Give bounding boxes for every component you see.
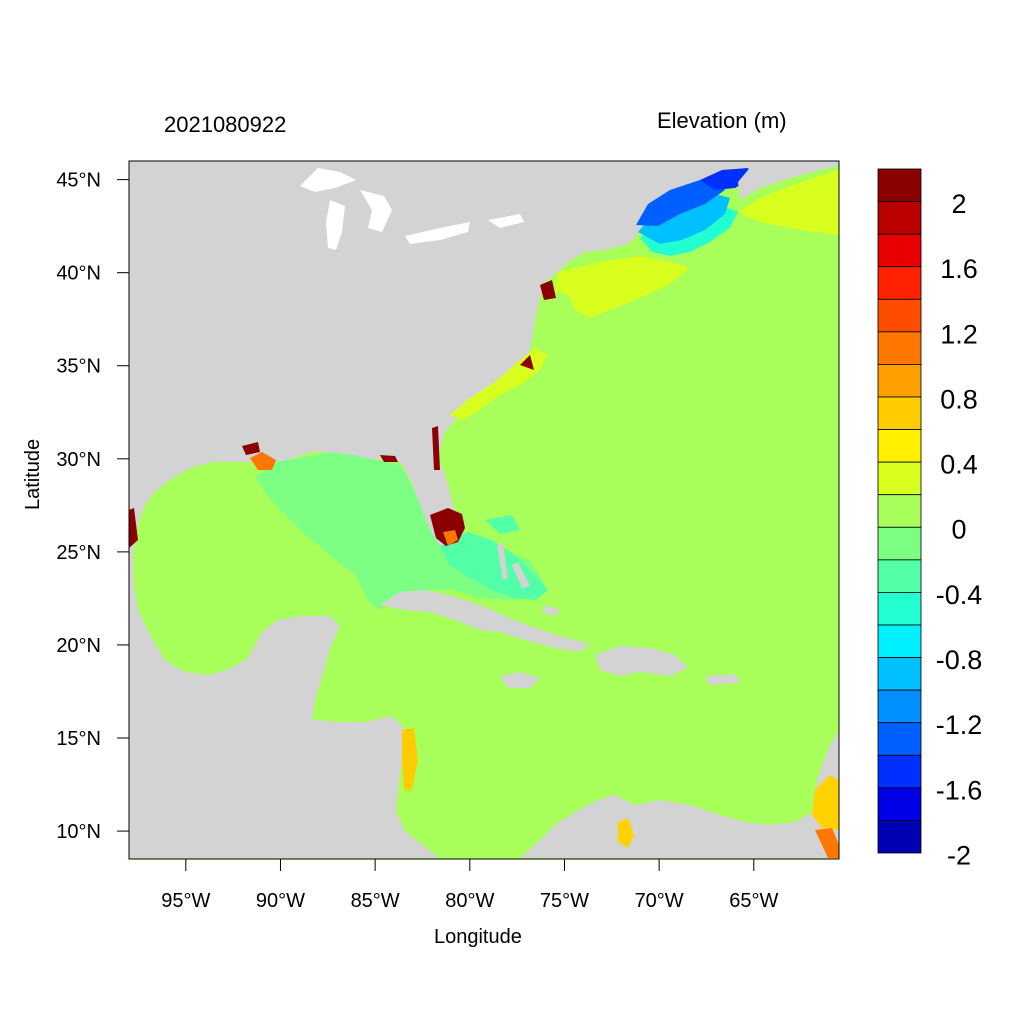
florida-surge-orange [443,530,458,546]
lon-tick-label: 95°W [161,890,210,912]
northeast-negative-surge-mid [638,192,730,244]
colorbar-label: -1.2 [936,710,983,740]
colorbar-label: 0.8 [940,384,978,414]
colorbar-segment [877,592,922,626]
lon-tick-label: 75°W [540,890,589,912]
land-nova-scotia [738,161,839,200]
land-hispaniola [595,646,688,676]
lon-tick-label: 85°W [351,890,400,912]
colorbar-segment [877,168,922,202]
colorbar-label: -0.4 [936,580,983,610]
lat-tick-label: 15°N [56,728,101,750]
colorbar: 2 1.6 1.2 0.8 0.4 0 -0.4 -0.8 -1.2 -1.6 -2 [877,168,983,870]
colorbar-segment [877,331,922,365]
colorbar-label: 0.4 [940,450,978,480]
land-south-america [520,730,839,858]
lat-tick-label: 30°N [56,449,101,471]
colorbar-label: 1.6 [940,254,978,284]
land-puerto-rico [705,674,740,685]
colorbar-segment [877,266,922,300]
colorbar-segment [877,396,922,430]
lon-tick-label: 65°W [729,890,778,912]
lon-tick-label: 90°W [256,890,305,912]
colorbar-segment [877,689,922,724]
colorbar-segment [877,820,922,854]
lon-tick-label: 70°W [635,890,684,912]
map-frame [128,160,840,860]
colorbar-segment [877,624,922,658]
colorbar-segment [877,233,922,268]
northeast-negative-surge-core [636,176,725,226]
colorbar-segment [877,754,922,789]
scotian-shelf-positive [738,170,839,235]
colorbar-segment [877,494,922,528]
colorbar-label: -0.8 [936,645,983,675]
land-cuba [380,590,590,652]
louisiana-surge [250,452,276,470]
lat-tick-label: 45°N [56,170,101,192]
map-area [129,161,839,859]
colorbar-label: 1.2 [940,319,978,349]
longitude-ticks: 95°W 90°W 85°W 80°W 75°W 70°W 65°W [161,859,778,912]
colorbar-label: 2 [951,189,966,219]
great-lakes [300,168,524,250]
lon-tick-label: 80°W [445,890,494,912]
central-america-positive [402,728,418,790]
colorbar-segment [877,787,922,821]
land-bahamas [497,543,560,616]
colorbar-segment [877,429,922,463]
colorbar-label: -2 [947,840,971,870]
colorbar-segment [877,559,922,593]
colorbar-segment [877,298,922,333]
colorbar-segment [877,657,922,691]
lesser-antilles-positive [812,775,839,830]
colorbar-label: -1.6 [936,775,983,805]
atlantic-coastal-band [450,256,690,420]
lat-tick-label: 25°N [56,542,101,564]
x-axis-label: Longitude [434,926,522,948]
lat-tick-label: 40°N [56,263,101,285]
colorbar-label: 0 [951,515,966,545]
land-jamaica [500,672,540,688]
lat-tick-label: 35°N [56,356,101,378]
trinidad-positive [815,828,839,858]
lat-tick-label: 10°N [56,821,101,843]
colorbar-segment [877,526,922,561]
colorbar-segment [877,201,922,235]
latitude-ticks: 45°N 40°N 35°N 30°N 25°N 20°N 15°N 10°N [56,170,129,843]
colorbar-segment [877,461,922,496]
plot-right-title: Elevation (m) [657,108,787,133]
colorbar-segment [877,364,922,398]
colorbar-segment [877,722,922,756]
plot-left-title: 2021080922 [164,112,287,137]
lat-tick-label: 20°N [56,635,101,657]
lake-maracaibo [618,818,634,848]
